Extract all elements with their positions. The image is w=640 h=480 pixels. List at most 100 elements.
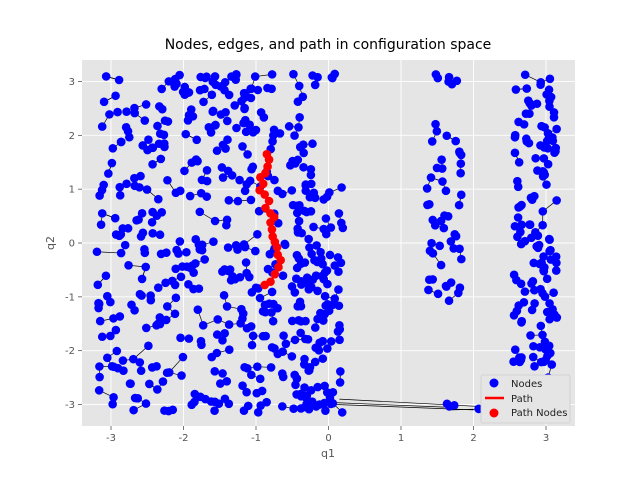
node-point bbox=[170, 309, 180, 319]
node-point bbox=[296, 317, 306, 326]
node-point bbox=[541, 355, 550, 365]
node-point bbox=[449, 244, 458, 253]
node-point bbox=[304, 234, 313, 244]
node-point bbox=[546, 255, 556, 264]
node-point bbox=[242, 268, 251, 278]
node-point bbox=[426, 173, 436, 182]
node-point bbox=[94, 299, 104, 309]
node-point bbox=[215, 379, 225, 388]
node-point bbox=[456, 168, 465, 178]
node-point bbox=[148, 143, 158, 153]
node-point bbox=[99, 180, 108, 190]
path-node-point bbox=[258, 179, 268, 189]
y-tick-label: 2 bbox=[69, 131, 75, 142]
node-point bbox=[545, 74, 555, 84]
node-point bbox=[296, 328, 305, 338]
node-point bbox=[301, 180, 311, 189]
node-point bbox=[224, 195, 234, 205]
path-nodes bbox=[255, 149, 285, 290]
node-point bbox=[240, 103, 249, 113]
node-point bbox=[125, 379, 135, 389]
x-tick-label: -2 bbox=[179, 433, 189, 444]
node-point bbox=[520, 287, 530, 296]
node-point bbox=[253, 85, 263, 95]
node-point bbox=[255, 374, 265, 384]
node-point bbox=[108, 143, 118, 153]
node-point bbox=[321, 406, 330, 415]
node-point bbox=[520, 70, 530, 80]
node-point bbox=[312, 241, 321, 250]
node-point bbox=[107, 158, 117, 168]
node-point bbox=[310, 323, 320, 332]
node-point bbox=[267, 84, 276, 94]
node-point bbox=[163, 175, 172, 185]
node-point bbox=[217, 163, 227, 172]
legend: Nodes Path Path Nodes bbox=[480, 374, 571, 424]
node-point bbox=[432, 163, 442, 173]
node-point bbox=[103, 353, 112, 363]
node-point bbox=[221, 107, 230, 117]
node-point bbox=[202, 176, 212, 186]
node-point bbox=[163, 117, 173, 126]
node-point bbox=[334, 301, 344, 311]
node-point bbox=[175, 237, 185, 246]
node-point bbox=[224, 345, 234, 355]
node-point bbox=[287, 316, 297, 326]
node-point bbox=[224, 399, 234, 409]
path-node-point bbox=[263, 162, 272, 171]
node-point bbox=[319, 224, 328, 234]
node-point bbox=[427, 137, 437, 146]
node-point bbox=[267, 308, 276, 317]
node-point bbox=[277, 369, 287, 378]
path-node-point bbox=[274, 262, 283, 272]
y-tick-label: -3 bbox=[65, 400, 75, 411]
ticks: -3 -2 -1 0 1 2 3 -3 -2 -1 0 1 2 3 bbox=[65, 77, 549, 444]
node-point bbox=[178, 87, 188, 97]
node-point bbox=[161, 315, 171, 325]
node-point bbox=[542, 180, 551, 189]
node-point bbox=[148, 159, 157, 169]
x-tick-label: 0 bbox=[325, 433, 331, 444]
node-point bbox=[290, 335, 300, 345]
node-point bbox=[109, 362, 119, 372]
node-point bbox=[142, 185, 152, 194]
node-point bbox=[326, 223, 336, 232]
node-point bbox=[295, 112, 304, 122]
node-point bbox=[95, 316, 105, 326]
node-point bbox=[327, 73, 337, 82]
node-point bbox=[337, 408, 347, 417]
node-point bbox=[533, 243, 543, 253]
node-point bbox=[177, 371, 186, 380]
node-point bbox=[422, 184, 432, 193]
node-point bbox=[109, 393, 118, 402]
node-point bbox=[120, 240, 130, 250]
node-point bbox=[135, 358, 145, 367]
node-point bbox=[267, 287, 277, 297]
node-point bbox=[326, 337, 336, 346]
node-point bbox=[233, 245, 242, 254]
node-point bbox=[451, 136, 461, 146]
node-point bbox=[230, 274, 240, 284]
node-point bbox=[241, 127, 251, 137]
node-point bbox=[438, 177, 447, 186]
node-point bbox=[455, 283, 465, 293]
y-tick-label: 0 bbox=[69, 239, 75, 250]
node-point bbox=[182, 247, 191, 257]
node-point bbox=[300, 258, 310, 267]
node-point bbox=[278, 271, 288, 280]
node-point bbox=[159, 139, 169, 148]
x-axis-label: q1 bbox=[321, 447, 335, 460]
node-point bbox=[153, 283, 163, 292]
node-point bbox=[208, 77, 218, 86]
node-point bbox=[525, 98, 535, 108]
node-point bbox=[245, 176, 255, 186]
node-point bbox=[156, 249, 166, 259]
node-point bbox=[238, 142, 247, 151]
node-point bbox=[265, 249, 275, 259]
node-point bbox=[286, 161, 295, 170]
node-point bbox=[115, 191, 125, 200]
node-point bbox=[544, 234, 554, 244]
node-point bbox=[538, 220, 547, 230]
node-point bbox=[190, 397, 199, 407]
node-point bbox=[428, 249, 438, 258]
